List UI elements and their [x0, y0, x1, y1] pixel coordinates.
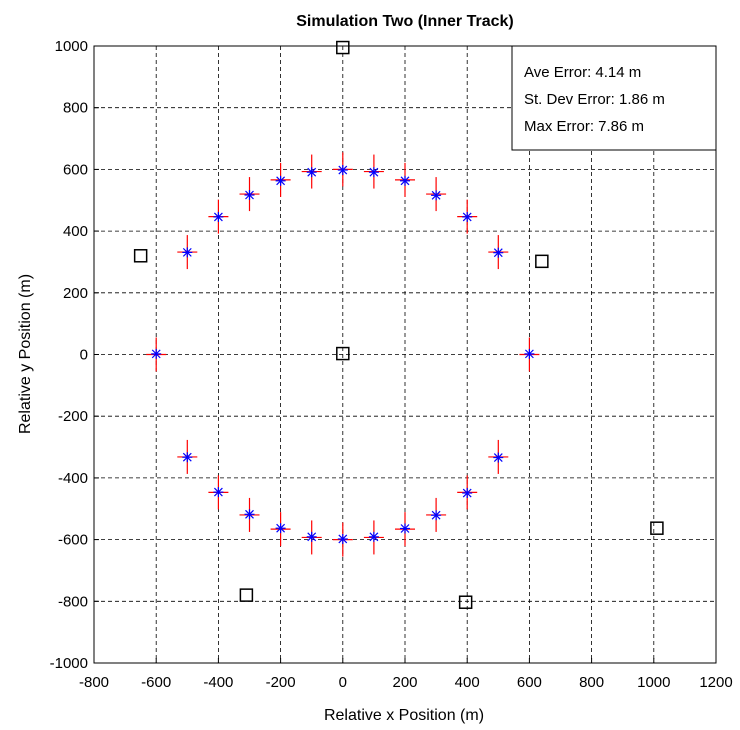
y-tick-label: -200 [58, 408, 88, 425]
star-marker [213, 487, 224, 498]
star-marker-d2 [369, 167, 379, 177]
x-tick-label: 800 [579, 674, 604, 691]
square-marker [336, 40, 350, 55]
star-marker [275, 523, 286, 534]
square-marker [535, 254, 549, 269]
x-tick-label: -200 [266, 674, 296, 691]
x-axis-label: Relative x Position (m) [324, 707, 484, 724]
star-marker [462, 488, 473, 499]
star-marker [462, 211, 473, 222]
star-marker [431, 190, 442, 201]
star-marker [275, 175, 286, 186]
x-tick-label: 0 [339, 674, 347, 691]
star-marker-d2 [400, 524, 410, 533]
star-marker-d2 [369, 532, 379, 542]
star-marker [244, 509, 255, 520]
star-marker [524, 348, 535, 359]
y-tick-label: -1000 [50, 655, 88, 672]
star-marker-d2 [276, 176, 286, 186]
square-marker [650, 521, 664, 535]
chart-title: Simulation Two (Inner Track) [296, 13, 514, 30]
star-marker-d2 [276, 523, 286, 533]
annotation-stdev-error: St. Dev Error: 1.86 m [524, 91, 665, 108]
y-axis-label: Relative y Position (m) [17, 274, 34, 434]
x-tick-label: 1000 [637, 674, 670, 691]
star-marker-d2 [307, 167, 317, 177]
star-marker [244, 190, 255, 201]
star-marker [431, 510, 442, 521]
star-marker [493, 247, 504, 258]
star-marker-d2 [151, 349, 161, 359]
star-marker [306, 531, 317, 542]
y-tick-label: 200 [63, 285, 88, 302]
star-marker [400, 523, 410, 534]
x-tick-label: 400 [455, 674, 480, 691]
y-axis-ticks: -1000 -800 -600 -400 -200 0 200 400 600 800 1000 [50, 38, 99, 672]
x-tick-label: -800 [79, 674, 109, 691]
star-marker [337, 533, 348, 544]
x-tick-label: -400 [203, 674, 233, 691]
star-marker-d2 [493, 248, 503, 258]
square-marker [133, 249, 148, 263]
star-marker-d2 [400, 176, 410, 186]
x-tick-label: 1200 [699, 674, 732, 691]
x-axis-ticks: -800 -600 -400 -200 0 200 400 600 800 1000 1200 [79, 658, 733, 691]
y-tick-label: 0 [80, 347, 88, 364]
star-marker-d2 [213, 487, 223, 497]
y-tick-label: -600 [58, 532, 88, 549]
annotation-max-error: Max Error: 7.86 m [524, 118, 644, 135]
star-marker-d2 [431, 510, 441, 520]
star-marker [182, 452, 193, 463]
square-marker [336, 346, 350, 361]
y-tick-label: 600 [63, 161, 88, 178]
star-marker-d2 [307, 532, 317, 542]
y-tick-label: 800 [63, 100, 88, 117]
star-marker-d2 [245, 190, 254, 200]
star-marker-d2 [524, 349, 534, 359]
data-marks [133, 40, 664, 609]
square-marker [458, 595, 473, 609]
star-marker-d2 [338, 165, 348, 175]
star-marker [400, 175, 410, 186]
x-tick-label: -600 [141, 674, 171, 691]
star-marker [306, 167, 317, 178]
annotation-ave-error: Ave Error: 4.14 m [524, 64, 641, 81]
star-marker-d2 [245, 509, 254, 519]
square-marker [239, 588, 254, 602]
y-tick-label: 400 [63, 223, 88, 240]
star-marker-d2 [493, 453, 503, 462]
y-tick-label: -400 [58, 470, 88, 487]
star-marker [368, 167, 379, 178]
star-marker-d2 [213, 212, 223, 222]
annotation-box-frame [511, 45, 717, 151]
star-marker-d2 [182, 247, 192, 257]
annotation-box: Ave Error: 4.14 m St. Dev Error: 1.86 m … [511, 45, 717, 151]
star-marker-d2 [462, 488, 472, 498]
star-marker-d2 [338, 534, 348, 544]
star-marker [368, 531, 379, 542]
star-marker [213, 211, 224, 222]
star-marker-d2 [462, 212, 472, 222]
star-marker-d2 [431, 190, 441, 200]
star-marker [182, 247, 193, 258]
star-marker-d2 [182, 452, 192, 462]
x-tick-label: 200 [392, 674, 417, 691]
star-marker [151, 348, 162, 359]
x-tick-label: 600 [517, 674, 542, 691]
star-marker [337, 165, 348, 176]
y-tick-label: -800 [58, 593, 88, 610]
star-marker [493, 452, 504, 463]
grid [94, 46, 716, 663]
y-tick-label: 1000 [55, 38, 88, 55]
